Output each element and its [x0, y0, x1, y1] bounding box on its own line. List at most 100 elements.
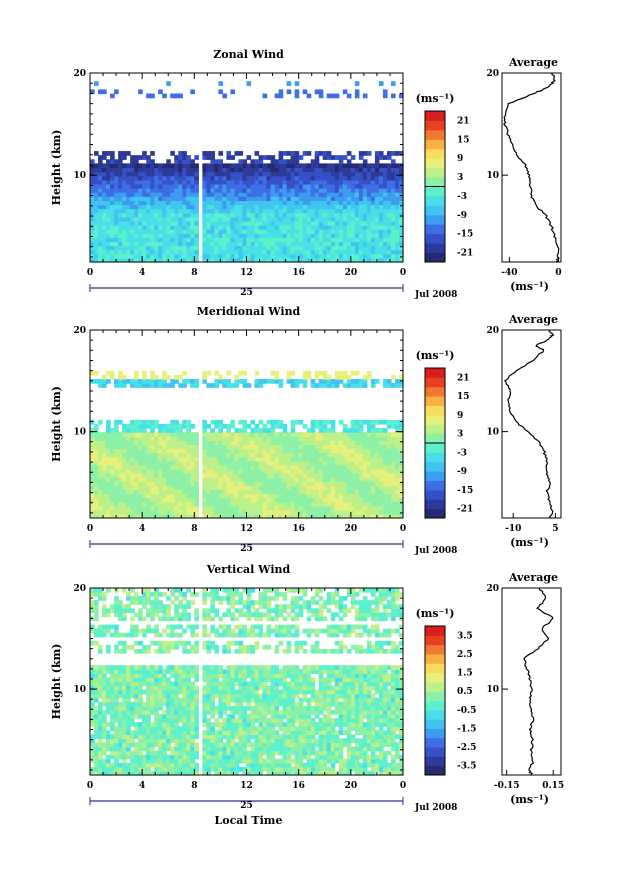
heatmap-cell: [154, 253, 159, 259]
heatmap-cell: [90, 225, 95, 230]
heatmap-cell: [350, 196, 356, 201]
colorbar-swatch: [425, 396, 445, 407]
heatmap-cell: [150, 746, 155, 752]
heatmap-cell: [346, 485, 352, 490]
heatmap-cell: [98, 754, 103, 760]
heatmap-cell: [102, 163, 107, 169]
heatmap-cell: [366, 460, 372, 466]
heatmap-cell: [270, 220, 276, 226]
heatmap-cell: [214, 481, 220, 486]
heatmap-cell: [170, 237, 175, 243]
heatmap-cell: [94, 705, 99, 711]
heatmap-cell: [146, 592, 151, 597]
heatmap-cell: [126, 432, 131, 437]
heatmap-cell: [354, 192, 360, 197]
heatmap-cell: [138, 188, 143, 193]
heatmap-cell: [190, 493, 195, 499]
heatmap-cell: [146, 485, 151, 490]
heatmap-cell: [234, 212, 240, 218]
heatmap-cell: [398, 440, 404, 446]
heatmap-cell: [174, 159, 179, 164]
heatmap-cell: [378, 175, 384, 181]
heatmap-cell: [246, 493, 252, 499]
heatmap-cell: [114, 718, 119, 723]
heatmap-cell: [202, 220, 207, 226]
heatmap-cell: [210, 257, 215, 263]
heatmap-cell: [106, 481, 111, 486]
heatmap-cell: [378, 233, 384, 238]
heatmap-cell: [366, 163, 372, 169]
heatmap-cell: [102, 604, 107, 609]
heatmap-cell: [326, 513, 332, 519]
heatmap-cell: [178, 424, 183, 429]
heatmap-cell: [126, 428, 131, 433]
heatmap-cell: [334, 379, 340, 384]
heatmap-cell: [146, 722, 151, 727]
heatmap-cell: [166, 241, 171, 247]
heatmap-cell: [90, 167, 95, 173]
heatmap-cell: [134, 489, 139, 495]
heatmap-cell: [218, 233, 224, 238]
heatmap-cell: [154, 501, 159, 507]
heatmap-cell: [322, 489, 328, 495]
heatmap-cell: [362, 208, 368, 214]
heatmap-cell: [270, 208, 276, 214]
heatmap-cell: [154, 257, 159, 263]
heatmap-cell: [398, 216, 404, 222]
heatmap-cell: [302, 464, 308, 470]
heatmap-cell: [394, 468, 400, 474]
heatmap-cell: [138, 734, 143, 740]
heatmap-cell: [194, 432, 199, 437]
heatmap-cell: [206, 501, 211, 507]
heatmap-cell: [386, 440, 392, 446]
heatmap-cell: [266, 196, 272, 201]
heatmap-cell: [290, 151, 296, 156]
heatmap-cell: [326, 241, 332, 247]
profile-y-tick-label: 10: [486, 428, 499, 438]
heatmap-cell: [294, 481, 300, 486]
heatmap-cell: [398, 208, 404, 214]
heatmap-cell: [110, 673, 115, 679]
heatmap-cell: [130, 481, 135, 486]
heatmap-cell: [270, 370, 276, 376]
heatmap-cell: [362, 448, 368, 454]
heatmap-cell: [362, 167, 368, 173]
heatmap-cell: [106, 424, 111, 429]
heatmap-cell: [354, 188, 360, 193]
heatmap-cell: [386, 432, 392, 437]
x-tick-label: 0: [400, 524, 406, 534]
heatmap-cell: [154, 730, 159, 735]
heatmap-cell: [398, 501, 404, 507]
heatmap-cell: [326, 200, 332, 206]
heatmap-cell: [234, 513, 240, 519]
heatmap-cell: [162, 183, 167, 189]
heatmap-cell: [182, 493, 187, 499]
heatmap-cell: [254, 216, 260, 222]
heatmap-cell: [90, 485, 95, 490]
heatmap-cell: [262, 225, 268, 230]
heatmap-cell: [230, 477, 236, 482]
heatmap-cell: [302, 448, 308, 454]
heatmap-cell: [346, 374, 352, 380]
heatmap-cell: [254, 220, 260, 226]
heatmap-cell: [222, 444, 228, 450]
heatmap-cell: [166, 718, 171, 723]
heatmap-cell: [350, 155, 356, 160]
heatmap-cell: [166, 249, 171, 255]
heatmap-cell: [266, 233, 272, 238]
heatmap-cell: [370, 468, 376, 474]
heatmap-cell: [126, 766, 131, 772]
heatmap-cell: [118, 677, 123, 683]
heatmap-cell: [290, 257, 296, 263]
heatmap-cell: [302, 481, 308, 486]
heatmap-cell: [334, 171, 340, 177]
heatmap-cell: [362, 163, 368, 169]
heatmap-cell: [110, 192, 115, 197]
heatmap-cell: [102, 742, 107, 748]
heatmap-cell: [190, 212, 195, 218]
heatmap-cell: [354, 212, 360, 218]
heatmap-cell: [238, 460, 244, 466]
heatmap-cell: [322, 188, 328, 193]
heatmap-cell: [226, 473, 232, 478]
heatmap-cell: [354, 419, 360, 425]
